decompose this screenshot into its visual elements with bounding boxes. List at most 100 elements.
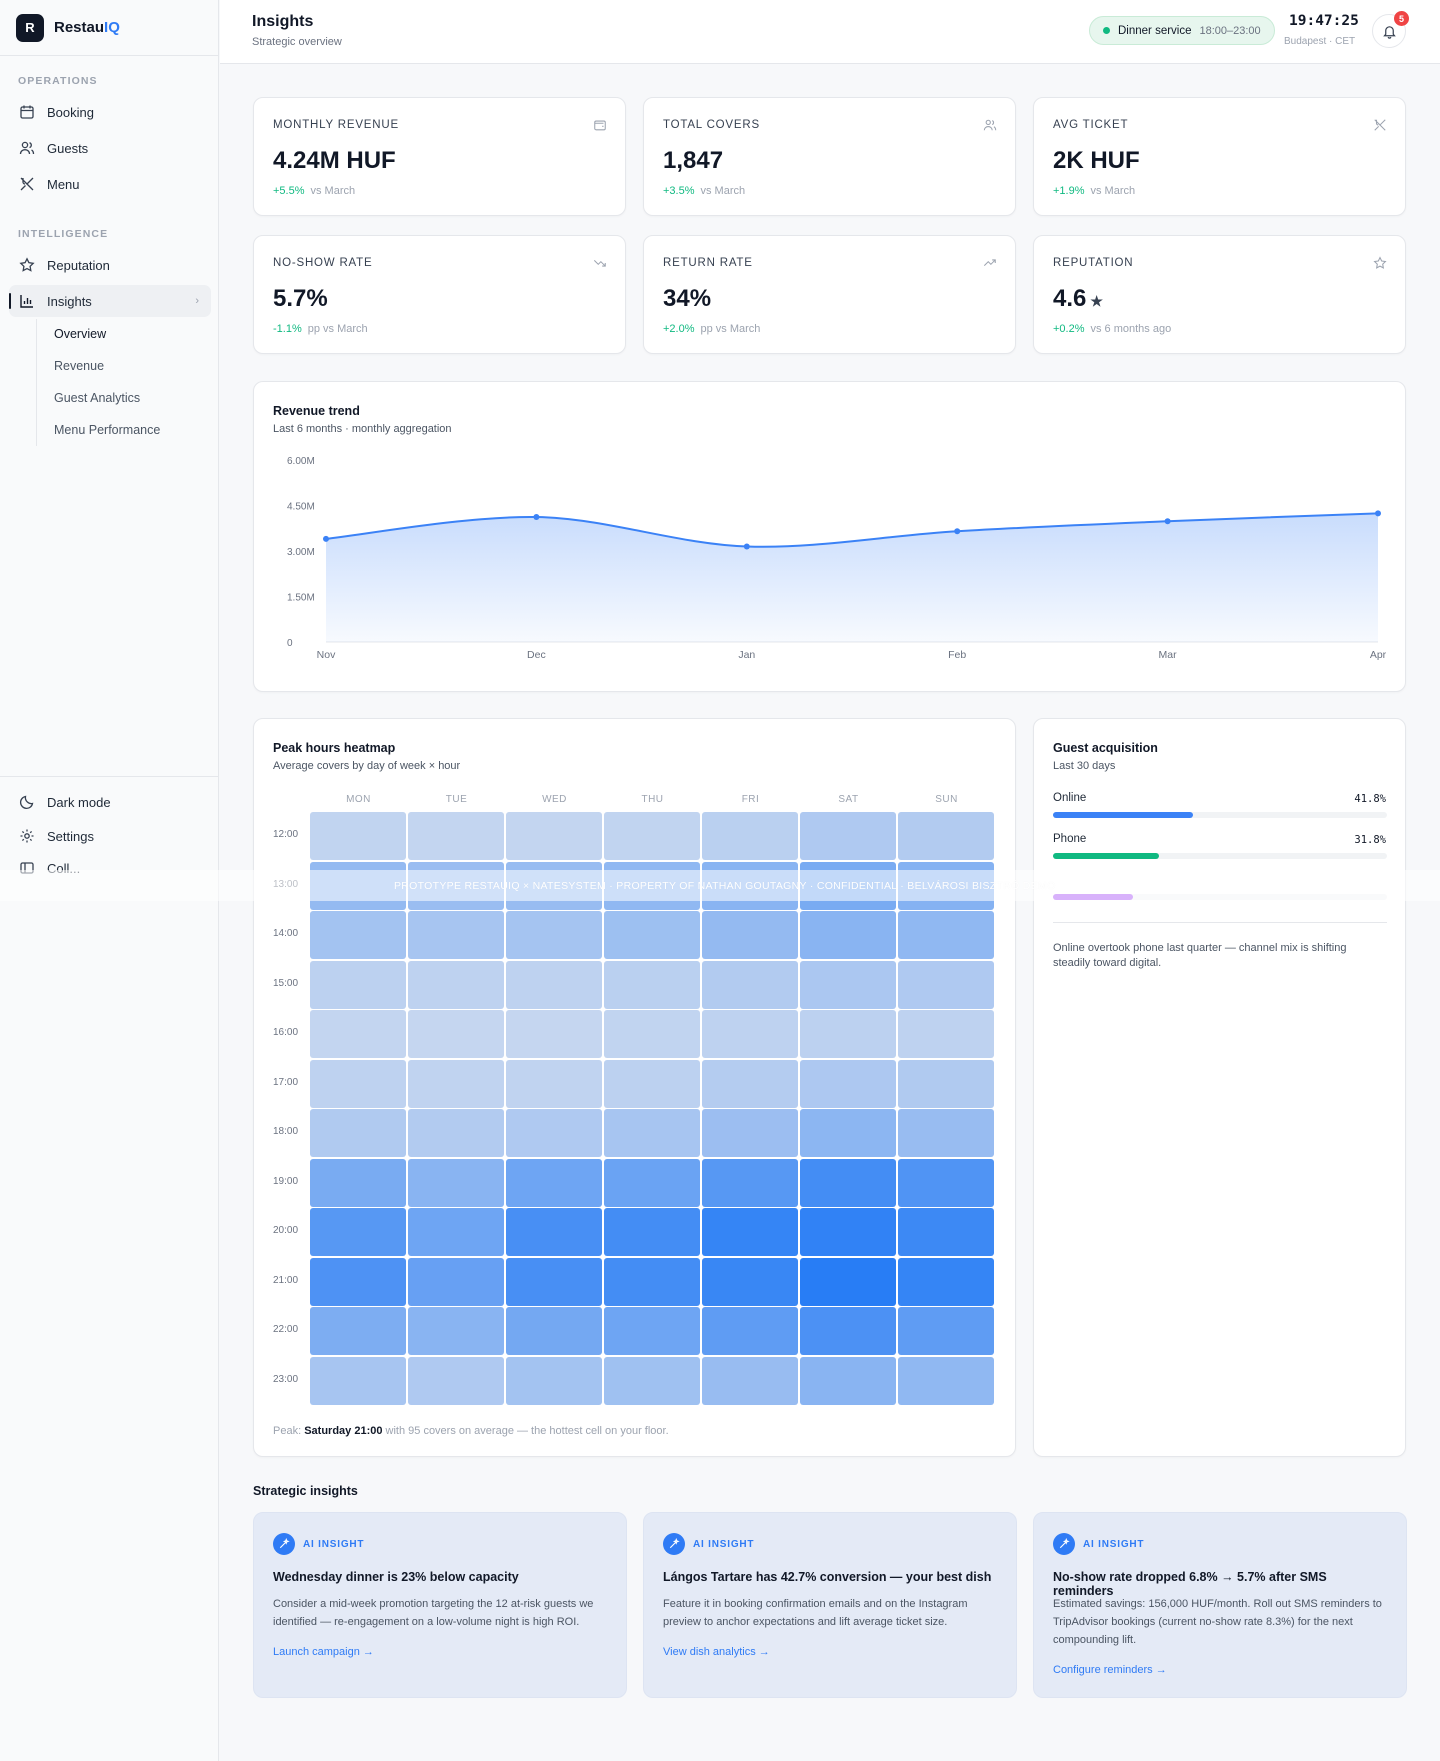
sidebar-item-booking[interactable]: Booking	[9, 96, 211, 128]
subnav-menu-performance[interactable]: Menu Performance	[54, 423, 161, 437]
peak-hours-heatmap-card: Peak hours heatmap Average covers by day…	[253, 718, 1016, 1457]
heatmap-cell[interactable]	[898, 911, 994, 959]
chart-title: Revenue trend	[273, 404, 360, 418]
heatmap-cell[interactable]	[408, 812, 504, 860]
heatmap-cell[interactable]	[898, 960, 994, 1009]
heatmap-cell[interactable]	[702, 1010, 798, 1058]
heatmap-cell[interactable]	[408, 911, 504, 959]
heatmap-cell[interactable]	[408, 1109, 504, 1157]
heatmap-cell[interactable]	[310, 1356, 406, 1405]
heatmap-cell[interactable]	[310, 1307, 406, 1355]
brand[interactable]: R RestauIQ	[0, 0, 218, 56]
sidebar-item-reputation[interactable]: Reputation	[9, 249, 211, 281]
heatmap-cell[interactable]	[800, 1208, 896, 1256]
heatmap-cell[interactable]	[408, 1307, 504, 1355]
heatmap-cell[interactable]	[408, 960, 504, 1009]
heatmap-cell[interactable]	[702, 1059, 798, 1108]
configure-reminders-link[interactable]: Configure reminders →	[1053, 1664, 1167, 1676]
subnav-revenue[interactable]: Revenue	[54, 359, 105, 373]
heatmap-cell[interactable]	[408, 1010, 504, 1058]
heatmap-cell[interactable]	[310, 1158, 406, 1207]
heatmap-cell[interactable]	[702, 960, 798, 1009]
heatmap-cell[interactable]	[800, 1356, 896, 1405]
heatmap-cell[interactable]	[800, 1059, 896, 1108]
heatmap-cell[interactable]	[702, 1109, 798, 1157]
heatmap-cell[interactable]	[898, 1356, 994, 1405]
heatmap-cell[interactable]	[898, 1059, 994, 1108]
heatmap-cell[interactable]	[604, 1257, 700, 1306]
heatmap-cell[interactable]	[604, 1010, 700, 1058]
view-dish-analytics-link[interactable]: View dish analytics →	[663, 1646, 770, 1658]
heatmap-cell[interactable]	[800, 911, 896, 959]
heatmap-cell[interactable]	[310, 1208, 406, 1256]
sidebar-item-guests[interactable]: Guests	[9, 132, 211, 164]
heatmap-cell[interactable]	[898, 812, 994, 860]
heatmap-cell[interactable]	[800, 812, 896, 860]
sidebar-item-settings[interactable]: Settings	[9, 820, 211, 852]
heatmap-cell[interactable]	[604, 1158, 700, 1207]
heatmap-cell[interactable]	[898, 1010, 994, 1058]
heatmap-cell[interactable]	[506, 1208, 602, 1256]
heatmap-cell[interactable]	[604, 1059, 700, 1108]
heatmap-cell[interactable]	[898, 1208, 994, 1256]
heatmap-cell[interactable]	[506, 1356, 602, 1405]
kpi-card-avg-ticket: AVG TICKET 2K HUF +1.9% vs March	[1033, 97, 1406, 216]
heatmap-cell[interactable]	[702, 1158, 798, 1207]
heatmap-cell[interactable]	[604, 1307, 700, 1355]
heatmap-cell[interactable]	[604, 911, 700, 959]
heatmap-cell[interactable]	[702, 1208, 798, 1256]
heatmap-cell[interactable]	[604, 960, 700, 1009]
heatmap-cell[interactable]	[506, 911, 602, 959]
heatmap-cell[interactable]	[800, 1010, 896, 1058]
heatmap-cell[interactable]	[800, 1109, 896, 1157]
notifications-button[interactable]: 5	[1372, 11, 1409, 48]
y-tick-label: 0	[287, 638, 293, 649]
heatmap-cell[interactable]	[310, 1010, 406, 1058]
heatmap-cell[interactable]	[800, 960, 896, 1009]
heatmap-cell[interactable]	[506, 1109, 602, 1157]
heatmap-cell[interactable]	[604, 812, 700, 860]
heatmap-cell[interactable]	[408, 1059, 504, 1108]
heatmap-cell[interactable]	[310, 911, 406, 959]
subnav-overview[interactable]: Overview	[54, 327, 107, 341]
heatmap-cell[interactable]	[800, 1257, 896, 1306]
heatmap-cell[interactable]	[408, 1158, 504, 1207]
heatmap-cell[interactable]	[702, 911, 798, 959]
heatmap-cell[interactable]	[898, 1109, 994, 1157]
dark-mode-label: Dark mode	[47, 794, 111, 810]
heatmap-cell[interactable]	[702, 1257, 798, 1306]
heatmap-cell[interactable]	[898, 1257, 994, 1306]
heatmap-cell[interactable]	[898, 1158, 994, 1207]
heatmap-cell[interactable]	[310, 1109, 406, 1157]
heatmap-cell[interactable]	[506, 1307, 602, 1355]
heatmap-cell[interactable]	[408, 1257, 504, 1306]
dark-mode-toggle[interactable]: Dark mode	[9, 786, 211, 818]
heatmap-cell[interactable]	[408, 1208, 504, 1256]
subnav-guest-analytics[interactable]: Guest Analytics	[54, 391, 141, 405]
launch-campaign-link[interactable]: Launch campaign →	[273, 1646, 374, 1658]
heatmap-cell[interactable]	[702, 1356, 798, 1405]
heatmap-cell[interactable]	[310, 1257, 406, 1306]
heatmap-cell[interactable]	[506, 1010, 602, 1058]
sidebar-item-menu[interactable]: Menu	[9, 168, 211, 200]
kpi-compare: pp vs March	[700, 323, 761, 335]
heatmap-cell[interactable]	[506, 812, 602, 860]
heatmap-cell[interactable]	[604, 1109, 700, 1157]
heatmap-cell[interactable]	[604, 1208, 700, 1256]
heatmap-cell[interactable]	[702, 1307, 798, 1355]
heatmap-cell[interactable]	[310, 1059, 406, 1108]
heatmap-cell[interactable]	[408, 1356, 504, 1405]
heatmap-cell[interactable]	[506, 1158, 602, 1207]
heatmap-cell[interactable]	[800, 1307, 896, 1355]
heatmap-cell[interactable]	[898, 1307, 994, 1355]
heatmap-cell[interactable]	[310, 960, 406, 1009]
sidebar-item-insights[interactable]: Insights ›	[9, 285, 211, 317]
heatmap-cell[interactable]	[506, 1257, 602, 1306]
service-status-pill[interactable]: Dinner service 18:00–23:00	[1089, 16, 1275, 45]
heatmap-cell[interactable]	[702, 812, 798, 860]
heatmap-cell[interactable]	[506, 960, 602, 1009]
heatmap-cell[interactable]	[604, 1356, 700, 1405]
heatmap-cell[interactable]	[800, 1158, 896, 1207]
heatmap-cell[interactable]	[506, 1059, 602, 1108]
heatmap-cell[interactable]	[310, 812, 406, 860]
